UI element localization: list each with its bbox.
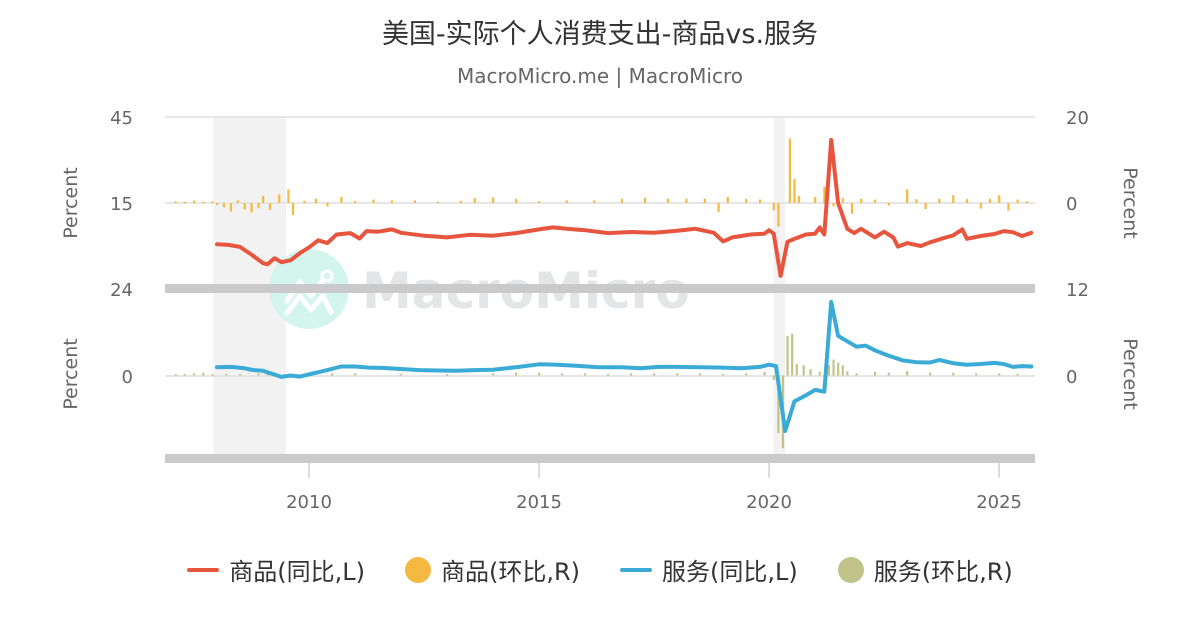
legend-label: 服务(环比,R): [873, 558, 1013, 586]
legend-item-services-yoy[interactable]: 服务(同比,L): [620, 552, 798, 587]
panel-separator: [165, 284, 1035, 293]
top-left-axis-title: Percent: [60, 167, 82, 239]
line-swatch-icon: [620, 567, 652, 572]
goods-yoy-line: [215, 137, 1034, 278]
services-yoy-line: [215, 300, 1034, 433]
legend-item-goods-mom[interactable]: 商品(环比,R): [404, 552, 580, 587]
top-left-tick: 15: [110, 194, 133, 215]
x-axis-ticks: 2010 2015 2020 2025: [286, 463, 1022, 513]
x-axis-bar: [165, 454, 1035, 463]
svg-text:2010: 2010: [286, 492, 332, 513]
legend-item-goods-yoy[interactable]: 商品(同比,L): [187, 552, 365, 587]
legend-label: 商品(环比,R): [440, 558, 580, 586]
dot-swatch-icon: [837, 556, 864, 583]
line-swatch-icon: [187, 567, 220, 572]
bottom-right-axis-title: Percent: [1119, 338, 1141, 410]
top-right-tick: 20: [1066, 108, 1089, 129]
chart-title: 美国-实际个人消费支出-商品vs.服务: [381, 19, 819, 50]
bottom-right-tick: 12: [1066, 280, 1089, 301]
svg-text:2015: 2015: [516, 492, 562, 513]
top-right-tick: 0: [1066, 194, 1077, 215]
bottom-left-tick: 0: [122, 367, 133, 388]
goods-mom-bars: [174, 138, 1028, 227]
svg-text:2025: 2025: [976, 492, 1022, 513]
top-right-axis-title: Percent: [1119, 167, 1141, 239]
bottom-right-tick: 0: [1066, 367, 1077, 388]
chart-subtitle: MacroMicro.me | MacroMicro: [457, 64, 743, 88]
bottom-left-axis-title: Percent: [60, 338, 82, 410]
svg-text:2020: 2020: [746, 492, 792, 513]
legend: 商品(同比,L) 商品(环比,R) 服务(同比,L) 服务(环比,R): [0, 552, 1200, 587]
top-left-tick: 45: [110, 108, 133, 129]
services-mom-bars: [174, 333, 1019, 449]
legend-label: 商品(同比,L): [229, 558, 365, 586]
legend-label: 服务(同比,L): [662, 558, 798, 586]
legend-item-services-mom[interactable]: 服务(环比,R): [837, 552, 1013, 587]
dot-swatch-icon: [404, 556, 431, 583]
bottom-left-tick: 24: [110, 280, 133, 301]
